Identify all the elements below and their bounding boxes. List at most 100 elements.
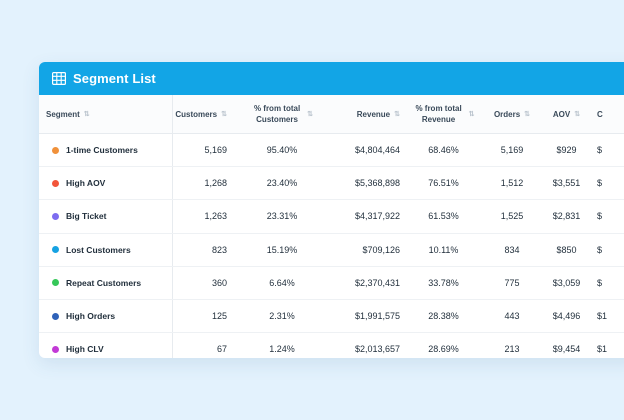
- segment-color-dot: [52, 146, 59, 154]
- orders-cell: 1,512: [500, 178, 524, 189]
- segment-cell: High AOV: [39, 167, 173, 200]
- column-header-pct-revenue[interactable]: % from total Revenue ⇅: [403, 95, 484, 133]
- segment-name[interactable]: Repeat Customers: [66, 277, 142, 288]
- column-label: AOV: [552, 109, 571, 119]
- segment-color-dot: [52, 179, 59, 187]
- column-label: Segment: [46, 109, 80, 119]
- pct-revenue-cell: 28.38%: [428, 311, 459, 322]
- table-row[interactable]: Lost Customers 823 15.19% $709,126 10.11…: [39, 233, 624, 267]
- aov-cell: $850: [556, 244, 577, 255]
- table-row[interactable]: High AOV 1,268 23.40% $5,368,898 76.51% …: [39, 167, 624, 201]
- segment-name[interactable]: 1-time Customers: [66, 145, 138, 156]
- sort-icon[interactable]: ⇅: [574, 111, 581, 118]
- column-label: % from total Revenue: [415, 104, 462, 124]
- aov-cell: $3,059: [552, 277, 581, 288]
- revenue-cell: $4,317,922: [354, 211, 400, 222]
- orders-cell: 775: [504, 277, 520, 288]
- revenue-cell: $2,013,657: [354, 344, 400, 355]
- truncated-cell: $: [597, 211, 603, 222]
- customers-cell: 125: [211, 311, 227, 322]
- truncated-cell: $: [597, 277, 603, 288]
- aov-cell: $2,831: [552, 211, 581, 222]
- pct-revenue-cell: 10.11%: [428, 244, 459, 255]
- segment-cell: High CLV: [39, 333, 173, 358]
- pct-customers-cell: 2.31%: [269, 311, 295, 322]
- column-label: Customers: [175, 109, 218, 119]
- table-row[interactable]: 1-time Customers 5,169 95.40% $4,804,464…: [39, 134, 624, 168]
- column-header-truncated[interactable]: C: [593, 95, 624, 133]
- sort-icon[interactable]: ⇅: [468, 111, 475, 118]
- truncated-cell: $: [597, 178, 603, 189]
- pct-customers-cell: 1.24%: [269, 344, 295, 355]
- segment-cell: 1-time Customers: [39, 134, 173, 167]
- column-header-pct-customers[interactable]: % from total Customers ⇅: [235, 95, 329, 133]
- revenue-cell: $4,804,464: [354, 145, 400, 156]
- customers-cell: 1,263: [204, 211, 227, 222]
- revenue-cell: $5,368,898: [354, 178, 400, 189]
- sort-icon[interactable]: ⇅: [307, 111, 313, 118]
- column-header-segment[interactable]: Segment ⇅: [39, 95, 173, 133]
- column-header-aov[interactable]: AOV ⇅: [540, 95, 593, 133]
- aov-cell: $9,454: [552, 344, 581, 355]
- column-label: Revenue: [356, 109, 391, 119]
- segment-cell: Big Ticket: [39, 200, 173, 233]
- table-header: Segment ⇅ Customers ⇅ % from total Custo…: [39, 95, 624, 134]
- segment-name[interactable]: Big Ticket: [66, 211, 107, 222]
- customers-cell: 67: [216, 344, 227, 355]
- orders-cell: 443: [504, 311, 520, 322]
- table-grid-icon: [52, 72, 66, 85]
- segment-name[interactable]: Lost Customers: [66, 244, 131, 255]
- segment-color-dot: [52, 212, 59, 220]
- segment-cell: Repeat Customers: [39, 266, 173, 299]
- segment-list-card: Segment List Segment ⇅ Customers ⇅ % fro…: [39, 62, 624, 358]
- segment-color-dot: [52, 312, 59, 320]
- pct-customers-cell: 6.64%: [269, 277, 295, 288]
- truncated-cell: $1: [597, 311, 608, 322]
- segment-color-dot: [52, 345, 59, 353]
- pct-revenue-cell: 33.78%: [428, 277, 459, 288]
- pct-revenue-cell: 76.51%: [428, 178, 459, 189]
- column-label: % from total Customers: [253, 104, 301, 124]
- sort-icon[interactable]: ⇅: [394, 111, 400, 118]
- table-body: 1-time Customers 5,169 95.40% $4,804,464…: [39, 134, 624, 358]
- column-header-orders[interactable]: Orders ⇅: [484, 95, 540, 133]
- table-row[interactable]: Big Ticket 1,263 23.31% $4,317,922 61.53…: [39, 200, 624, 234]
- sort-icon[interactable]: ⇅: [524, 111, 531, 118]
- pct-revenue-cell: 28.69%: [428, 344, 459, 355]
- customers-cell: 1,268: [204, 178, 227, 189]
- pct-customers-cell: 15.19%: [266, 244, 298, 255]
- column-header-customers[interactable]: Customers ⇅: [173, 95, 235, 133]
- pct-customers-cell: 23.31%: [266, 211, 298, 222]
- segment-name[interactable]: High CLV: [66, 344, 104, 355]
- pct-customers-cell: 95.40%: [266, 145, 298, 156]
- orders-cell: 5,169: [500, 145, 524, 156]
- column-label: C: [597, 109, 603, 119]
- column-header-revenue[interactable]: Revenue ⇅: [329, 95, 403, 133]
- revenue-cell: $1,991,575: [354, 311, 400, 322]
- table-row[interactable]: High Orders 125 2.31% $1,991,575 28.38% …: [39, 299, 624, 334]
- card-header: Segment List: [39, 62, 624, 95]
- truncated-cell: $1: [597, 344, 608, 355]
- orders-cell: 213: [504, 344, 520, 355]
- table-row[interactable]: Repeat Customers 360 6.64% $2,370,431 33…: [39, 266, 624, 300]
- revenue-cell: $2,370,431: [354, 277, 400, 288]
- revenue-cell: $709,126: [362, 244, 400, 255]
- segment-cell: High Orders: [39, 299, 173, 333]
- truncated-cell: $: [597, 145, 603, 156]
- card-title: Segment List: [73, 71, 156, 86]
- pct-revenue-cell: 68.46%: [428, 145, 459, 156]
- column-label: Orders: [493, 109, 521, 119]
- customers-cell: 5,169: [204, 145, 227, 156]
- sort-icon[interactable]: ⇅: [221, 111, 227, 118]
- segment-name[interactable]: High Orders: [66, 311, 116, 322]
- segment-cell: Lost Customers: [39, 233, 173, 266]
- orders-cell: 834: [504, 244, 520, 255]
- aov-cell: $3,551: [552, 178, 581, 189]
- segment-name[interactable]: High AOV: [66, 178, 106, 189]
- aov-cell: $929: [556, 145, 577, 156]
- sort-icon[interactable]: ⇅: [83, 111, 90, 118]
- segment-color-dot: [52, 246, 59, 254]
- customers-cell: 360: [211, 277, 227, 288]
- pct-revenue-cell: 61.53%: [428, 211, 459, 222]
- table-row[interactable]: High CLV 67 1.24% $2,013,657 28.69% 213 …: [39, 333, 624, 358]
